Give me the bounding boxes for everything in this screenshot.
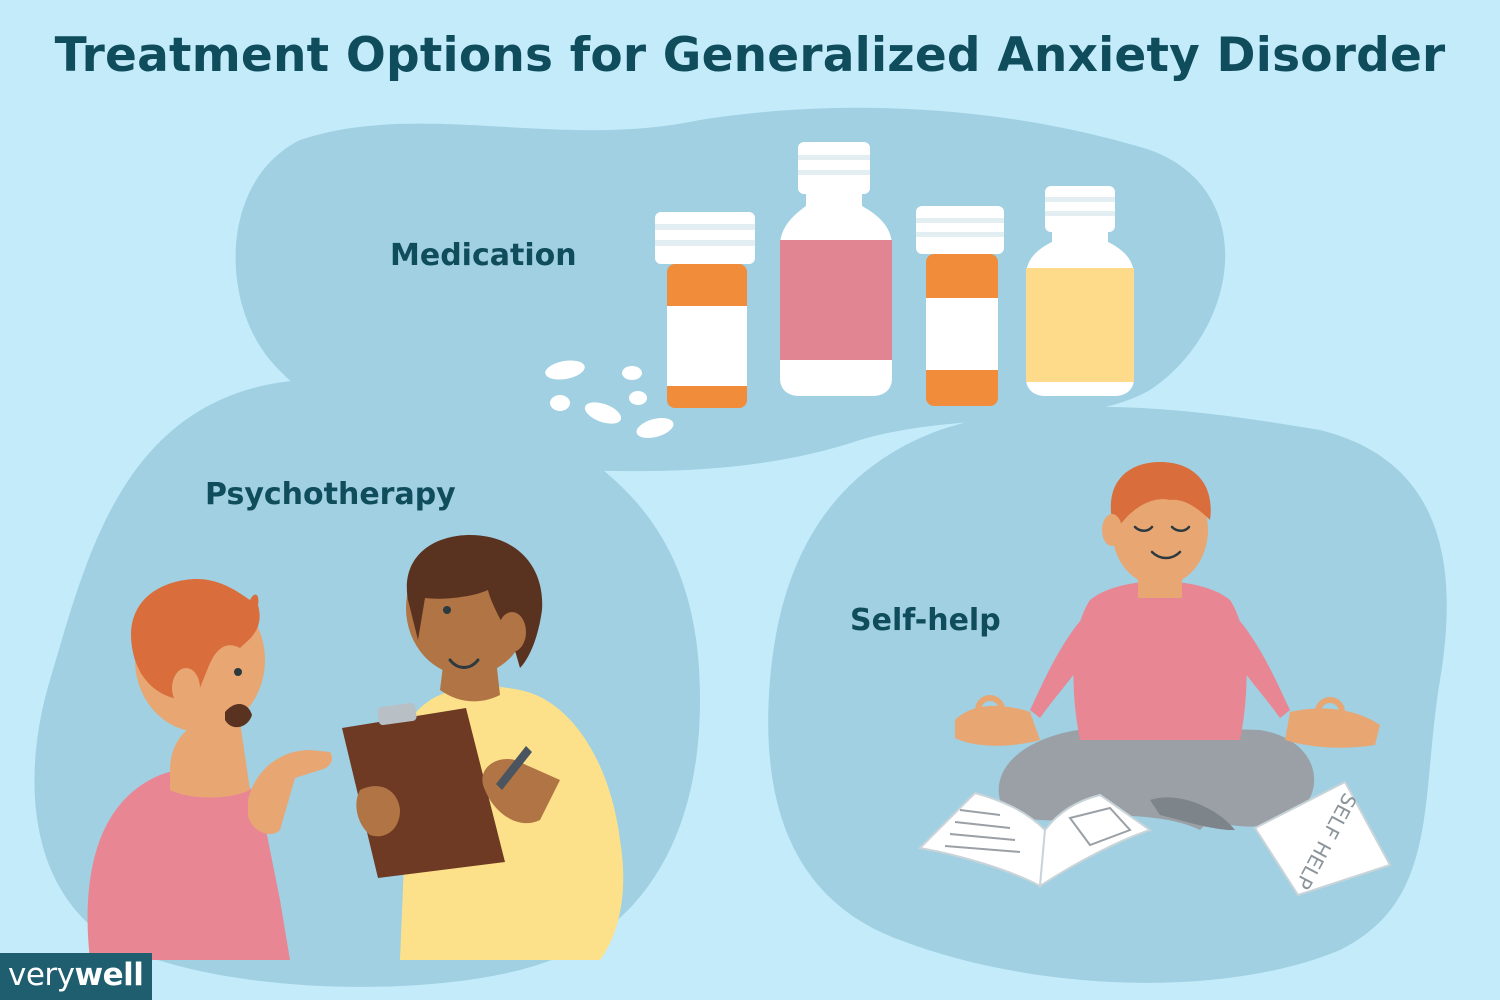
verywell-logo[interactable]: verywell <box>0 953 152 1000</box>
orange-pill-bottle-1 <box>655 212 755 408</box>
open-book <box>917 791 1153 888</box>
pen-icon <box>496 746 532 790</box>
medication-label: Medication <box>390 238 577 273</box>
logo-part-very: very <box>8 957 75 993</box>
self-help-label: Self-help <box>850 603 1001 638</box>
page-title: Treatment Options for Generalized Anxiet… <box>54 28 1446 83</box>
self-help-book: SELF HELP <box>1253 780 1392 897</box>
orange-pill-bottle-2 <box>916 206 1004 406</box>
psychotherapy-label: Psychotherapy <box>205 477 456 512</box>
pink-liquid-bottle <box>780 142 892 396</box>
logo-part-well: well <box>74 957 144 993</box>
patient-figure <box>87 579 332 960</box>
therapist-figure <box>342 535 624 960</box>
pills <box>545 360 674 438</box>
yellow-liquid-bottle <box>1026 186 1134 396</box>
